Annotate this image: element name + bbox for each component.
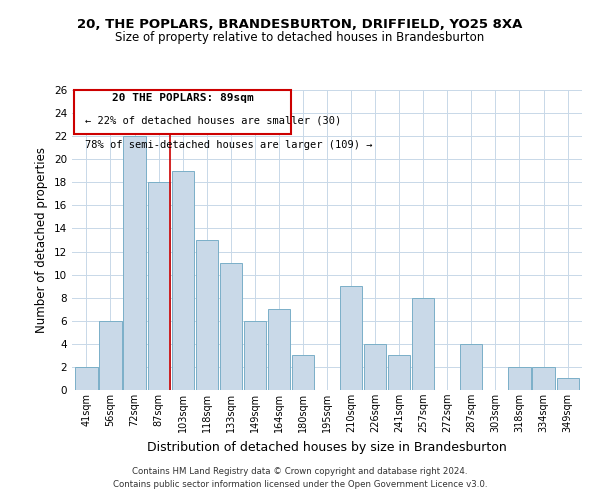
Text: 20 THE POPLARS: 89sqm: 20 THE POPLARS: 89sqm [112,93,254,103]
Bar [412,298,434,390]
Bar [364,344,386,390]
Bar [508,367,530,390]
Bar [340,286,362,390]
Text: 20, THE POPLARS, BRANDESBURTON, DRIFFIELD, YO25 8XA: 20, THE POPLARS, BRANDESBURTON, DRIFFIEL… [77,18,523,30]
Bar [292,356,314,390]
Bar [124,136,146,390]
Text: ← 22% of detached houses are smaller (30): ← 22% of detached houses are smaller (30… [85,116,341,126]
Bar [172,171,194,390]
Text: Contains HM Land Registry data © Crown copyright and database right 2024.: Contains HM Land Registry data © Crown c… [132,467,468,476]
FancyBboxPatch shape [74,90,291,134]
Bar [148,182,170,390]
Text: Size of property relative to detached houses in Brandesburton: Size of property relative to detached ho… [115,31,485,44]
Y-axis label: Number of detached properties: Number of detached properties [35,147,49,333]
X-axis label: Distribution of detached houses by size in Brandesburton: Distribution of detached houses by size … [147,440,507,454]
Bar [557,378,578,390]
Bar [388,356,410,390]
Bar [460,344,482,390]
Text: 78% of semi-detached houses are larger (109) →: 78% of semi-detached houses are larger (… [85,140,372,149]
Bar [76,367,98,390]
Bar [100,321,122,390]
Bar [196,240,218,390]
Text: Contains public sector information licensed under the Open Government Licence v3: Contains public sector information licen… [113,480,487,489]
Bar [244,321,266,390]
Bar [268,309,290,390]
Bar [220,263,242,390]
Bar [532,367,554,390]
